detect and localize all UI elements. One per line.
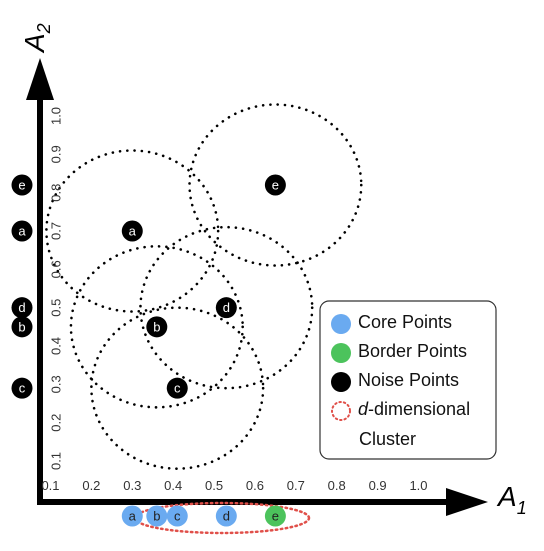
x-projection-b: b [146, 506, 167, 527]
x-tick-label: 0.5 [205, 478, 223, 493]
y-tick-label: 0.5 [49, 299, 64, 317]
x-axis-title: A1 [496, 481, 527, 518]
legend-border-label: Border Points [358, 341, 467, 361]
x-projection-a: a [122, 506, 143, 527]
x-projection-d: d [216, 506, 237, 527]
y-projection-c: c [12, 378, 33, 399]
y-projection-label: d [18, 300, 25, 315]
y-projection-a: a [12, 221, 33, 242]
neighborhood-circles [46, 105, 361, 469]
x-tick-label: 0.3 [123, 478, 141, 493]
legend-cluster-label: d-dimensional [358, 399, 470, 419]
y-projection-label: b [18, 319, 25, 334]
legend: Core Points Border Points Noise Points d… [320, 301, 496, 459]
y-projection-e: e [12, 175, 33, 196]
x-tick-label: 0.9 [369, 478, 387, 493]
point-a: a [122, 221, 143, 242]
x-tick-label: 0.6 [246, 478, 264, 493]
y-projection-label: c [19, 381, 26, 396]
point-label: a [129, 224, 137, 239]
x-projection-label: c [174, 509, 181, 524]
x-tick-label: 0.8 [328, 478, 346, 493]
point-label: b [153, 319, 160, 334]
x-tick-labels: 0.1 0.2 0.3 0.4 0.5 0.6 0.7 0.8 0.9 1.0 [41, 478, 427, 493]
y-axis-arrow-icon [26, 58, 54, 100]
legend-noise-swatch [331, 372, 351, 392]
legend-core-swatch [331, 314, 351, 334]
legend-core-label: Core Points [358, 312, 452, 332]
y-tick-label: 0.3 [49, 375, 64, 393]
y-tick-label: 0.9 [49, 145, 64, 163]
legend-cluster-label-line2: Cluster [359, 429, 416, 449]
y-tick-label: 0.4 [49, 337, 64, 355]
x-projection-label: e [272, 509, 279, 524]
x-tick-label: 0.7 [287, 478, 305, 493]
y-tick-label: 0.1 [49, 452, 64, 470]
x-projection-label: b [153, 509, 160, 524]
y-tick-label: 1.0 [49, 107, 64, 125]
y-tick-label: 0.8 [49, 184, 64, 202]
point-e: e [265, 175, 286, 196]
point-b: b [146, 316, 167, 337]
x-tick-label: 0.1 [41, 478, 59, 493]
y-tick-label: 0.2 [49, 414, 64, 432]
x-projection-label: a [129, 509, 137, 524]
y-tick-label: 0.6 [49, 260, 64, 278]
x-tick-label: 0.2 [82, 478, 100, 493]
data-points: a b c d e [122, 175, 286, 399]
point-c: c [167, 378, 188, 399]
point-d: d [216, 297, 237, 318]
y-projection-b: b [12, 316, 33, 337]
point-label: e [272, 178, 279, 193]
x-tick-label: 0.4 [164, 478, 182, 493]
x-projection-c: c [167, 506, 188, 527]
legend-noise-label: Noise Points [358, 370, 459, 390]
y-projections: e a db c [12, 175, 33, 399]
x-projection-e: e [265, 506, 286, 527]
x-axis-arrow-icon [446, 488, 488, 516]
y-projection-label: a [18, 224, 26, 239]
legend-border-swatch [331, 343, 351, 363]
y-tick-label: 0.7 [49, 222, 64, 240]
x-projection-label: d [223, 509, 230, 524]
point-label: d [223, 300, 230, 315]
x-tick-label: 1.0 [409, 478, 427, 493]
y-axis-title: A2 [19, 23, 54, 54]
y-projection-d: d [12, 297, 33, 318]
y-projection-label: e [18, 178, 25, 193]
y-tick-labels: 0.1 0.2 0.3 0.4 0.5 0.6 0.7 0.8 0.9 1.0 [49, 107, 64, 470]
point-label: c [174, 381, 181, 396]
